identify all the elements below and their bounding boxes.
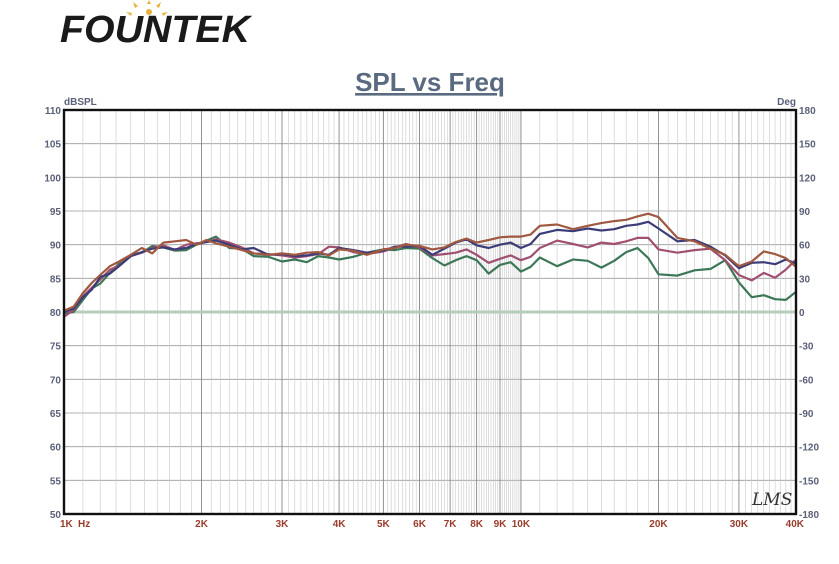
y-tick-label: 50 <box>50 510 62 521</box>
lms-watermark: LMS <box>751 490 792 510</box>
x-tick-label: 20K <box>649 519 668 530</box>
x-tick-label: 9K <box>494 519 508 530</box>
y2-tick-label: 180 <box>799 106 816 117</box>
y2-axis-ticks: 180 150 120 90 60 30 0 -30 -60 -90 -120 -150 -180 <box>799 106 819 521</box>
x-tick-label: 6K <box>413 519 427 530</box>
y2-tick-label: 60 <box>799 241 811 252</box>
x-axis-ticks: 1K 2K 3K 4K 5K 6K 7K 8K 9K 10K 20K 30K 40K <box>60 519 805 530</box>
x-tick-label: 5K <box>377 519 391 530</box>
y2-axis-label: Deg <box>777 97 796 108</box>
y2-tick-label: 120 <box>799 173 816 184</box>
x-tick-label: 10K <box>512 519 531 530</box>
y2-tick-label: 0 <box>799 308 805 319</box>
series-group <box>63 212 797 318</box>
fountek-logo: FOUNTEK <box>60 0 253 51</box>
y-tick-label: 60 <box>50 443 62 454</box>
y-tick-label: 100 <box>44 173 61 184</box>
y-tick-label: 105 <box>44 140 61 151</box>
y-tick-label: 85 <box>50 274 62 285</box>
y-tick-label: 95 <box>50 207 62 218</box>
chart-title: SPL vs Freq <box>355 67 505 97</box>
y2-tick-label: -150 <box>799 476 819 487</box>
y-tick-label: 80 <box>50 308 62 319</box>
y-tick-label: 75 <box>50 342 62 353</box>
x-tick-label: 8K <box>470 519 484 530</box>
x-tick-label: 30K <box>730 519 749 530</box>
y2-tick-label: 30 <box>799 274 811 285</box>
x-axis-label: Hz <box>78 519 90 530</box>
y-tick-label: 90 <box>50 241 62 252</box>
y2-tick-label: 150 <box>799 140 816 151</box>
series-line-brown <box>63 212 797 312</box>
y2-tick-label: -120 <box>799 443 819 454</box>
x-tick-label: 7K <box>444 519 458 530</box>
y-tick-label: 55 <box>50 476 62 487</box>
x-tick-label: 40K <box>786 519 805 530</box>
logo-sunburst-icon <box>126 0 168 16</box>
x-tick-label: 1K <box>60 519 74 530</box>
y2-tick-label: -180 <box>799 510 819 521</box>
y-axis-label: dBSPL <box>64 97 97 108</box>
plot-frame <box>62 108 798 516</box>
y2-tick-label: -30 <box>799 342 814 353</box>
logo-wordmark: FOUNTEK <box>60 9 253 51</box>
x-tick-label: 3K <box>276 519 290 530</box>
y2-tick-label: -90 <box>799 409 814 420</box>
x-tick-label: 2K <box>195 519 209 530</box>
y-axis-ticks: 110 105 100 95 90 85 80 75 70 65 60 55 50 <box>44 106 61 521</box>
y-tick-label: 65 <box>50 409 62 420</box>
y-tick-label: 70 <box>50 375 62 386</box>
y2-tick-label: 90 <box>799 207 811 218</box>
y-tick-label: 110 <box>45 106 62 117</box>
x-tick-label: 4K <box>333 519 347 530</box>
y2-tick-label: -60 <box>799 375 814 386</box>
